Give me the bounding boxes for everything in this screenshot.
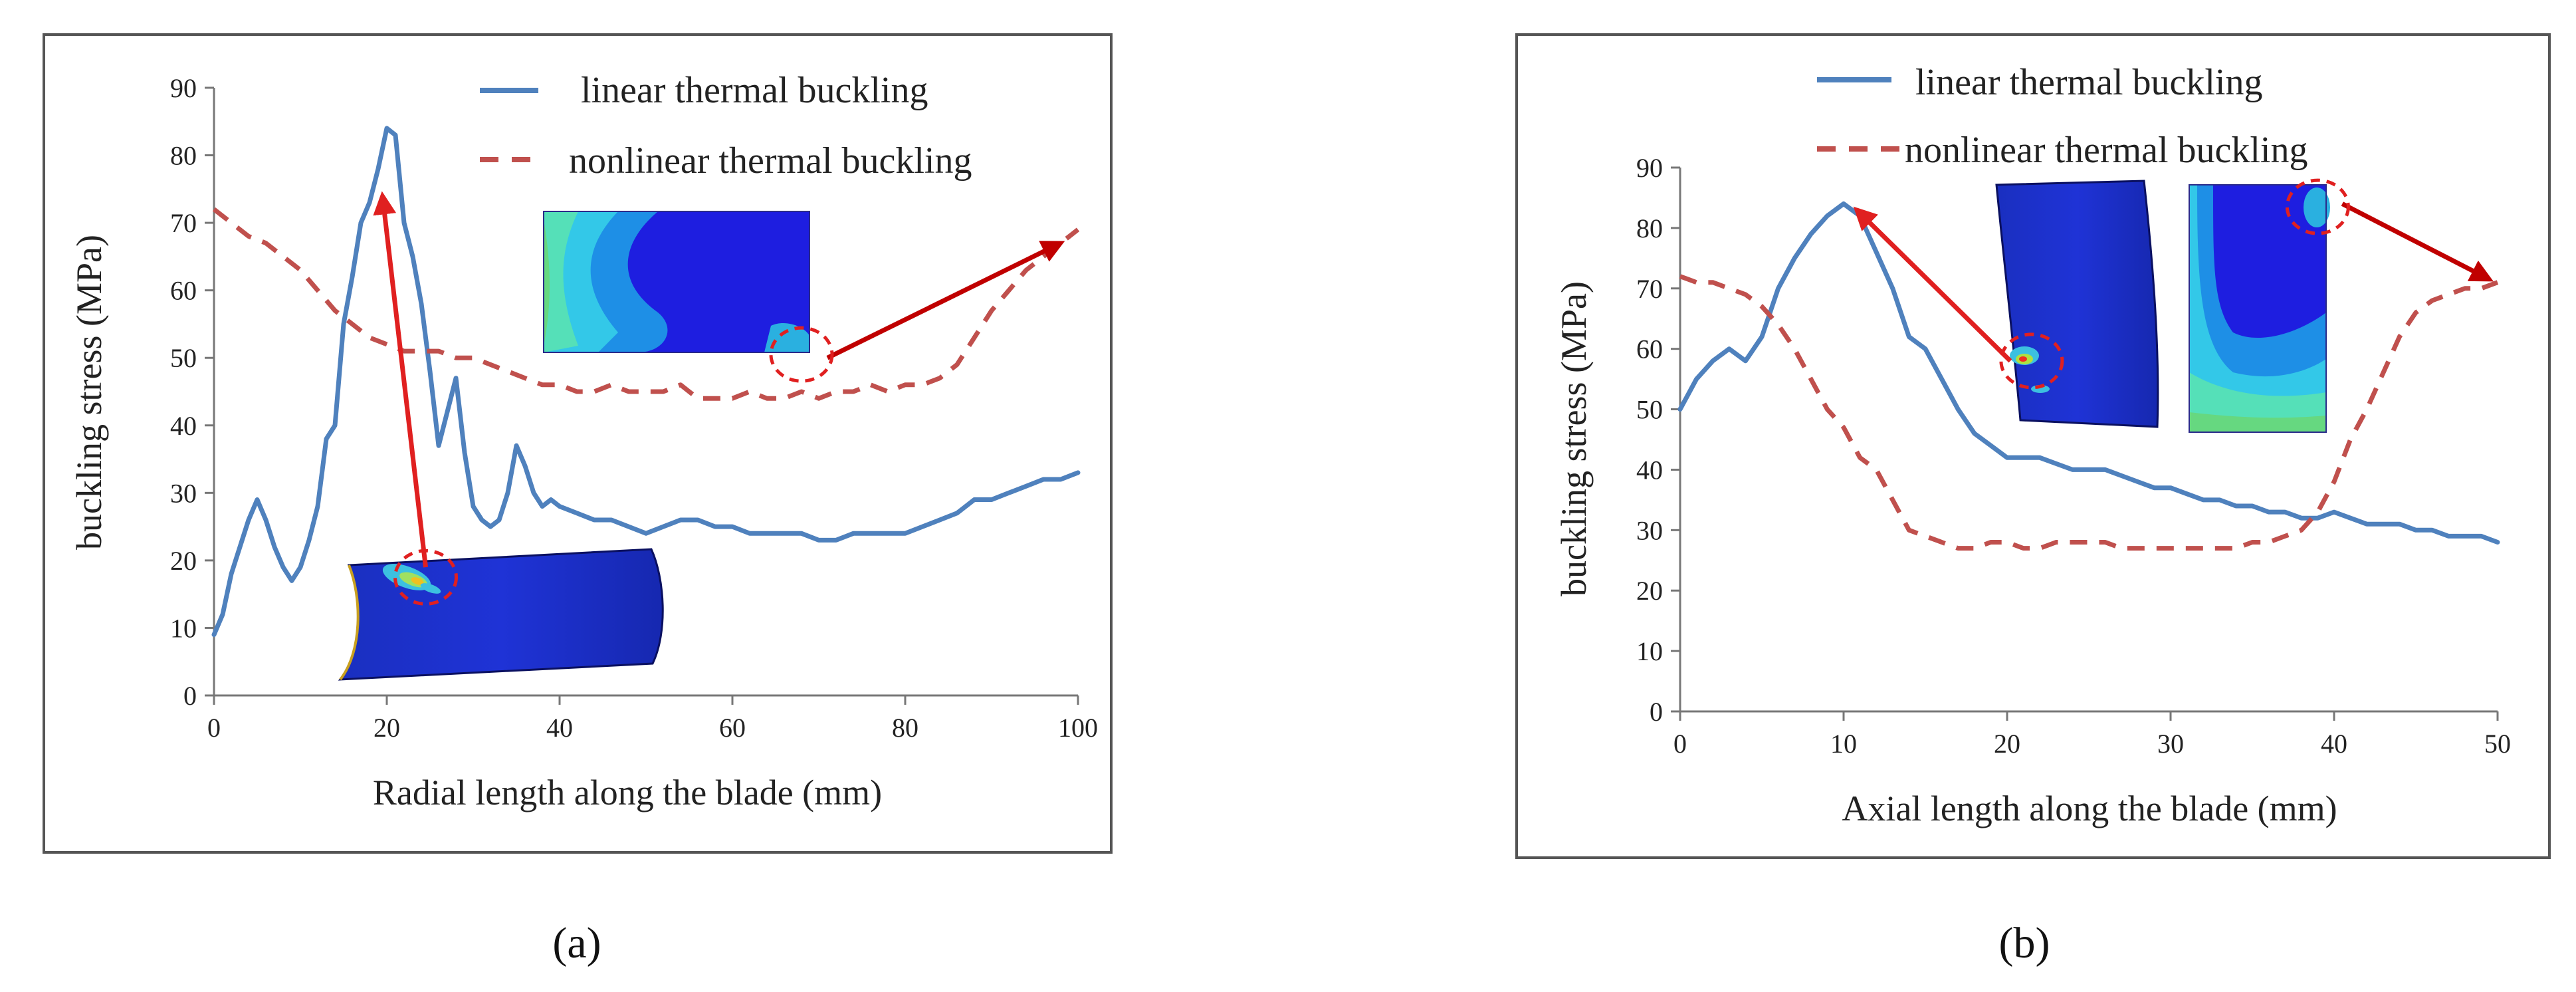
panel-b-y-tick-label: 60 — [1636, 334, 1663, 364]
panel-b-annotations — [1853, 178, 2494, 390]
panel-b-y-tick-label: 20 — [1636, 576, 1663, 606]
panel-a-y-tick-label: 10 — [170, 613, 197, 643]
panel-a-annotations — [373, 191, 1065, 606]
panel-a-frame — [43, 33, 1113, 854]
panel-b-y-tick-label: 70 — [1636, 274, 1663, 304]
panel-a-annotation-circle — [769, 326, 834, 383]
panel-a-contour-inset — [543, 211, 810, 353]
panel-b-annotation-arrow — [1853, 206, 2012, 363]
panel-a-y-tick-label: 90 — [170, 73, 197, 103]
panel-a-linear-series-line — [211, 126, 1081, 638]
legend-nonlinear-label: nonlinear thermal buckling — [569, 140, 972, 182]
panel-b-legend: linear thermal buckling nonlinear therma… — [1817, 62, 2308, 171]
panel-b-frame — [1515, 33, 2551, 859]
panel-b-y-tick-label: 90 — [1636, 153, 1663, 183]
panel-b-x-tick-label: 20 — [1994, 729, 2020, 759]
panel-a-y-tick-label: 50 — [170, 343, 197, 373]
panel-a-annotation-circle — [393, 549, 458, 606]
panel-a-axes: 0 10 20 30 40 50 60 70 80 90 0 20 40 60 80 100 Radial le… — [69, 73, 1098, 812]
legend-linear-label: linear thermal buckling — [581, 70, 928, 111]
panel-b-annotation-circle — [2285, 178, 2350, 235]
panel-a-x-tick-label: 80 — [892, 713, 918, 743]
panel-a-x-tick-label: 100 — [1058, 713, 1098, 743]
legend-nonlinear-label: nonlinear thermal buckling — [1905, 130, 2308, 171]
panel-a-y-tick-label: 60 — [170, 276, 197, 306]
panel-b-x-tick-label: 0 — [1673, 729, 1687, 759]
panel-a: 0 10 20 30 40 50 60 70 80 90 0 20 40 60 80 100 Radial le… — [43, 33, 1113, 967]
panel-a-blade-inset — [338, 548, 664, 681]
panel-a-x-tick-label: 0 — [207, 713, 221, 743]
panel-a-nonlinear-series-line — [212, 207, 1080, 401]
panel-a-x-axis-label: Radial length along the blade (mm) — [373, 773, 882, 812]
panel-a-annotation-arrow — [373, 191, 428, 568]
panel-b-annotation-circle — [1999, 332, 2064, 390]
panel-b-y-tick-label: 50 — [1636, 395, 1663, 425]
legend-linear-label: linear thermal buckling — [1915, 62, 2262, 103]
panel-a-x-tick-label: 60 — [719, 713, 746, 743]
panel-b-y-axis-label: buckling stress (MPa) — [1554, 281, 1594, 596]
panel-a-y-tick-label: 30 — [170, 478, 197, 508]
panel-b-y-tick-label: 10 — [1636, 636, 1663, 666]
panel-b-x-tick-label: 50 — [2484, 729, 2511, 759]
panel-b-x-tick-label: 30 — [2157, 729, 2184, 759]
panel-a-legend: linear thermal buckling nonlinear therma… — [480, 70, 972, 182]
panel-b-x-tick-label: 40 — [2321, 729, 2347, 759]
panel-b-y-tick-label: 40 — [1636, 455, 1663, 485]
panel-a-caption: (a) — [552, 919, 601, 967]
panel-b-y-tick-label: 0 — [1650, 697, 1663, 727]
panel-a-y-tick-label: 70 — [170, 208, 197, 238]
panel-a-x-tick-label: 40 — [546, 713, 573, 743]
panel-b-caption: (b) — [1999, 919, 2050, 967]
panel-b-nonlinear-series-line — [1679, 274, 2499, 551]
panel-b-contour-inset — [2189, 184, 2330, 433]
panel-b-annotation-arrow — [2341, 201, 2494, 282]
panel-b-blade-inset — [1995, 180, 2159, 428]
panel-b-x-axis-label: Axial length along the blade (mm) — [1842, 789, 2337, 828]
panel-a-y-tick-label: 0 — [183, 681, 197, 711]
panel-b-axes: 0 10 20 30 40 50 60 70 80 90 0 10 20 30 40 50 Axial leng… — [1554, 153, 2511, 828]
panel-a-x-tick-label: 20 — [374, 713, 400, 743]
panel-a-annotation-arrow — [826, 241, 1065, 360]
panel-b-linear-series-line — [1677, 201, 2500, 545]
panel-a-y-tick-label: 40 — [170, 411, 197, 441]
panel-b-y-tick-label: 30 — [1636, 515, 1663, 545]
panel-b: 0 10 20 30 40 50 60 70 80 90 0 10 20 30 40 50 Axial leng… — [1515, 33, 2551, 967]
panel-b-y-tick-label: 80 — [1636, 213, 1663, 243]
panel-a-y-axis-label: buckling stress (MPa) — [69, 235, 109, 550]
panel-a-y-tick-label: 20 — [170, 546, 197, 576]
panel-b-x-tick-label: 10 — [1830, 729, 1857, 759]
panel-a-y-tick-label: 80 — [170, 141, 197, 171]
